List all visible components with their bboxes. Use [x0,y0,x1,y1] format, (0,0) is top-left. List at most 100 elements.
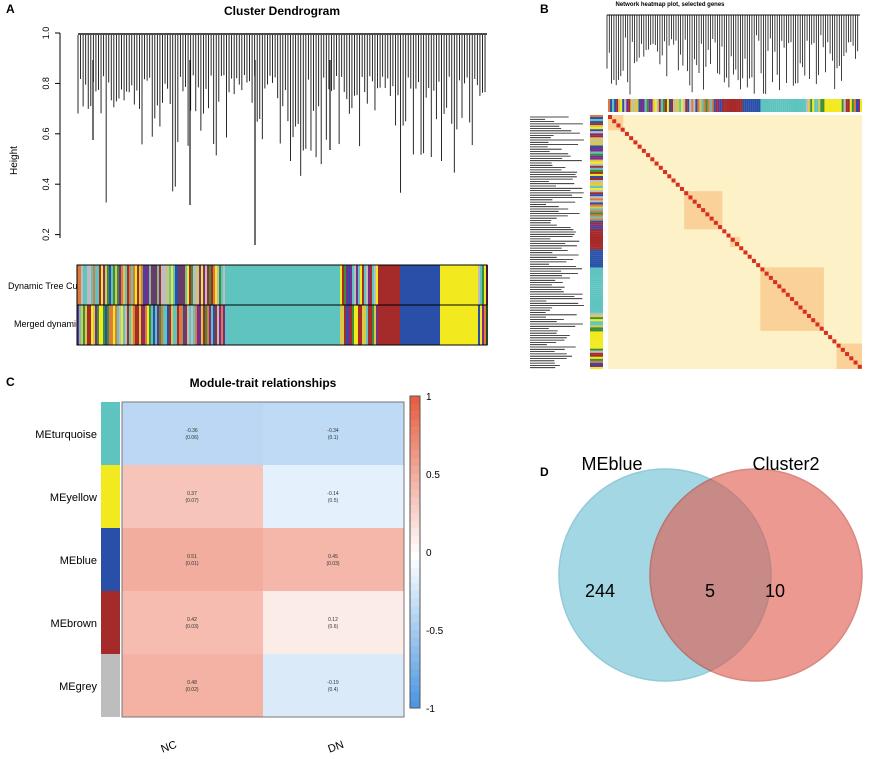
module-color-swatch [101,528,120,591]
module-color-swatch [101,591,120,654]
left-module-bar [590,303,603,307]
left-module-bar [590,289,603,292]
left-module-bar [590,194,603,197]
module-color-stripe [482,265,484,305]
top-module-bar [612,99,615,112]
network-heatmap [530,14,863,370]
module-color-stripe [105,265,107,305]
module-color-stripe [201,265,203,305]
left-module-bar [590,333,603,336]
legend-gradient [410,559,420,568]
heatmap-diagonal [840,347,845,352]
top-module-bar [654,99,657,112]
top-module-bar [750,99,753,112]
heatmap-diagonal [688,195,693,200]
top-module-bar [847,99,850,112]
module-color-stripe [139,265,141,305]
left-module-bar [590,119,603,122]
top-module-bar [799,99,802,112]
module-color-stripe [480,265,482,305]
left-module-bar [590,331,603,334]
left-module-bar [590,315,603,318]
module-color-stripe [352,305,354,345]
heatmap-diagonal [658,165,663,170]
module-color-stripe [344,305,346,345]
heatmap-diagonal [756,263,761,268]
legend-gradient [410,536,420,545]
module-color-stripe [189,305,191,345]
legend-gradient [410,497,420,506]
top-module-bar [818,99,821,112]
module-color-block [378,265,400,305]
left-module-bar [590,235,603,238]
panel-label-a: A [6,2,15,16]
y-tick-label: 0.4 [41,178,51,191]
module-color-stripe [348,265,350,305]
top-module-bar [855,99,859,112]
module-color-stripe [101,305,103,345]
module-color-stripe [368,305,370,345]
left-module-bar [590,345,603,348]
legend-gradient [410,520,420,529]
top-module-bar [620,99,623,112]
heatmap-diagonal [650,157,655,162]
module-color-stripe [155,265,157,305]
heatmap-diagonal [823,330,828,335]
heatmap-diagonal [701,208,706,213]
left-module-bar [590,222,603,225]
module-color-stripe [141,305,143,345]
left-module-bar [590,218,603,221]
module-color-stripe [209,305,211,345]
left-module-bar [590,358,603,361]
module-color-stripe [133,265,135,305]
heatmap-diagonal [684,191,689,196]
heatmap-diagonal [832,339,837,344]
top-module-bar [764,99,767,112]
heatmap-diagonal [709,216,714,221]
top-module-bar [801,99,804,112]
module-color-stripe [81,305,83,345]
top-module-bar [722,99,725,112]
top-module-bar [826,99,829,112]
left-module-bar [590,321,603,324]
column-label: NC [159,739,178,756]
heatmap-diagonal [646,153,651,158]
heatmap-diagonal [696,203,701,208]
cell-correlation: -0.19 [327,680,339,686]
top-module-bar [766,99,769,112]
module-color-stripe [197,265,199,305]
heatmap-diagonal [777,284,782,289]
y-tick-label: 1.0 [41,27,51,40]
left-module-bar [590,159,603,162]
module-color-stripe [145,305,147,345]
top-module-bar [715,99,718,112]
left-module-bar [590,325,603,328]
cell-pvalue: (0.5) [328,498,339,504]
heatmap-diagonal [845,352,850,357]
heatmap-diagonal [853,360,858,365]
module-color-stripe [113,305,115,345]
module-color-stripe [153,305,155,345]
left-module-bar [590,200,603,203]
heatmap-diagonal [760,267,765,272]
top-module-bar [681,99,684,112]
top-module-bar [666,99,670,112]
module-color-stripe [203,305,205,345]
top-module-bar [624,99,627,112]
module-color-stripe [137,265,139,305]
module-color-stripe [163,305,165,345]
heatmap-cell [263,591,404,654]
module-color-block [440,305,478,345]
module-color-stripe [360,305,362,345]
left-module-bar [590,245,603,248]
left-module-bar [590,343,603,346]
top-module-bar [634,99,637,112]
left-module-bar [590,198,603,201]
module-color-stripe [129,305,131,345]
top-module-bar [703,99,706,112]
row-label: MEgrey [59,681,97,693]
module-color-stripe [372,265,374,305]
left-module-bar [590,366,603,370]
heatmap-diagonal [794,301,799,306]
module-color-swatch [101,402,120,465]
